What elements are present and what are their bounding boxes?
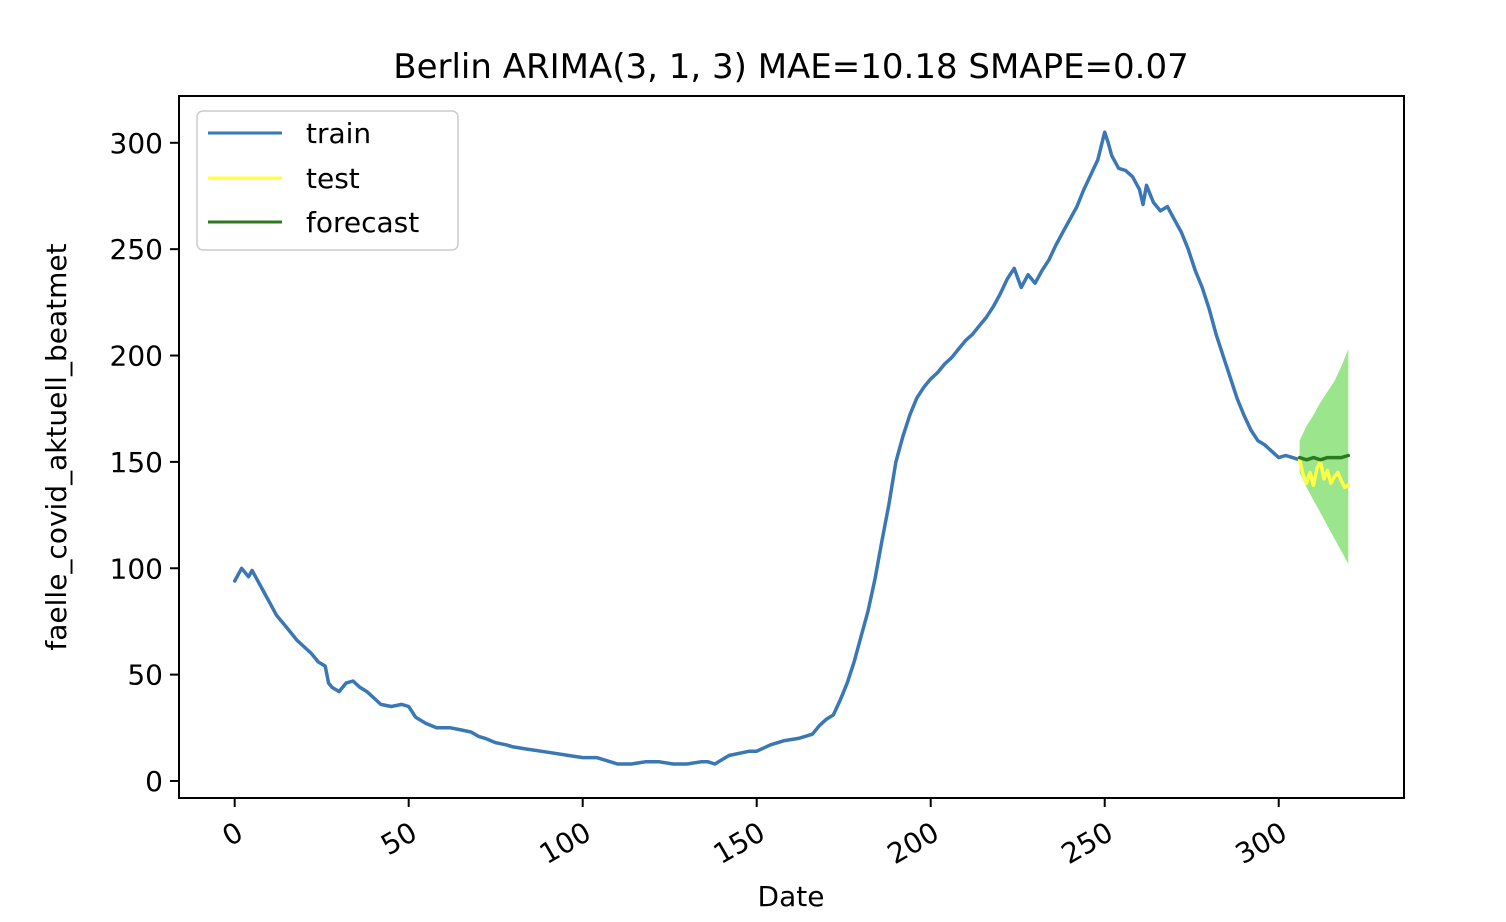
x-axis-label: Date bbox=[758, 880, 825, 913]
y-axis: 0 50 100 150 200 250 300 bbox=[110, 127, 179, 798]
legend-label-train: train bbox=[306, 117, 371, 150]
confidence-band-layer bbox=[1299, 349, 1349, 564]
legend-label-forecast: forecast bbox=[306, 206, 419, 239]
legend: train test forecast bbox=[196, 110, 459, 251]
y-tick-label: 50 bbox=[127, 659, 163, 692]
y-tick-label: 250 bbox=[110, 233, 163, 266]
legend-label-test: test bbox=[306, 162, 360, 195]
series-layer bbox=[232, 130, 1351, 766]
y-tick-label: 0 bbox=[145, 765, 163, 798]
plot-frame bbox=[178, 95, 1405, 799]
y-axis-label: faelle_covid_aktuell_beatmet bbox=[40, 243, 73, 650]
y-tick-label: 200 bbox=[110, 340, 163, 373]
chart-title: Berlin ARIMA(3, 1, 3) MAE=10.18 SMAPE=0.… bbox=[393, 47, 1189, 87]
y-tick-label: 100 bbox=[110, 552, 163, 585]
confidence-band bbox=[1299, 349, 1349, 564]
series-line-forecast bbox=[1297, 453, 1351, 462]
y-tick-label: 300 bbox=[110, 127, 163, 160]
y-tick-label: 150 bbox=[110, 446, 163, 479]
series-line-train bbox=[232, 130, 1302, 766]
legend-box bbox=[196, 110, 459, 251]
series-line-test bbox=[1297, 458, 1351, 490]
